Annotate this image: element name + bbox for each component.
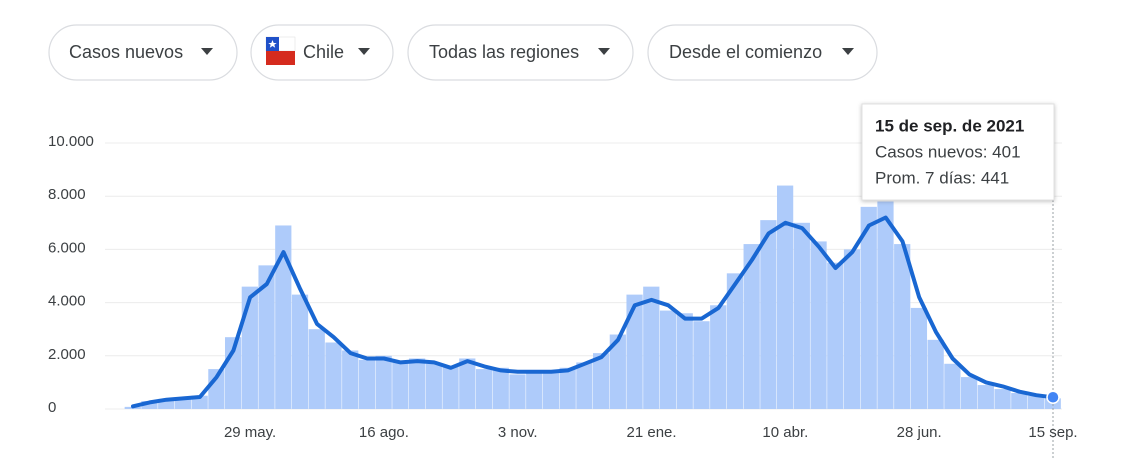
controls: Casos nuevos Chile Todas las regiones De… bbox=[48, 24, 878, 81]
bar bbox=[559, 367, 576, 409]
bar bbox=[1011, 393, 1028, 409]
bar bbox=[593, 353, 610, 409]
bar bbox=[843, 249, 861, 409]
bar bbox=[760, 220, 777, 409]
tooltip-box bbox=[861, 103, 1055, 201]
bar bbox=[643, 286, 660, 409]
tooltip-row: Casos nuevos: 401 bbox=[875, 142, 1021, 161]
bar bbox=[409, 358, 426, 409]
bar bbox=[860, 206, 877, 409]
bar bbox=[910, 307, 928, 409]
flag bbox=[265, 36, 296, 65]
bar bbox=[676, 313, 693, 409]
x-tick-label: 21 ene. bbox=[627, 424, 677, 441]
bar bbox=[459, 358, 476, 409]
bar bbox=[1027, 395, 1045, 409]
bar bbox=[793, 222, 810, 409]
bar bbox=[994, 389, 1011, 409]
bar bbox=[944, 363, 961, 409]
bar bbox=[542, 373, 560, 409]
tooltip-title: 15 de sep. de 2021 bbox=[875, 116, 1024, 135]
bar bbox=[258, 265, 275, 409]
bar bbox=[442, 366, 459, 409]
bar bbox=[576, 362, 593, 409]
bar bbox=[659, 310, 677, 409]
bar bbox=[475, 369, 493, 409]
x-tick-label: 28 jun. bbox=[897, 424, 942, 441]
y-tick-label: 10.000 bbox=[48, 133, 94, 150]
y-tick-label: 6.000 bbox=[48, 239, 86, 256]
tooltip: 15 de sep. de 2021 Casos nuevos: 401 Pro… bbox=[861, 103, 1055, 201]
y-tick-label: 0 bbox=[48, 399, 56, 416]
tooltip-row: Prom. 7 días: 441 bbox=[875, 168, 1009, 187]
bar bbox=[275, 225, 292, 409]
bar bbox=[241, 286, 258, 409]
bar bbox=[609, 334, 626, 409]
line bbox=[131, 215, 1055, 409]
bar bbox=[877, 201, 894, 409]
y-tick-label: 4.000 bbox=[48, 293, 86, 310]
bar bbox=[291, 294, 309, 409]
bar bbox=[308, 329, 325, 409]
dropdown-label: Todas las regiones bbox=[429, 42, 579, 62]
x-axis: 29 may. 16 ago. 3 nov. 21 ene. 10 abr. 28 jun… bbox=[224, 424, 1078, 441]
bar bbox=[509, 374, 526, 409]
bar bbox=[208, 369, 225, 409]
bar bbox=[392, 361, 409, 409]
x-tick-label: 10 abr. bbox=[762, 424, 808, 441]
bar bbox=[325, 342, 342, 409]
bar bbox=[358, 359, 376, 409]
dropdown[interactable] bbox=[407, 24, 634, 81]
bars bbox=[124, 185, 1061, 409]
bar bbox=[726, 273, 744, 409]
x-tick-label: 16 ago. bbox=[359, 424, 409, 441]
x-tick-label: 3 nov. bbox=[498, 424, 538, 441]
bar bbox=[977, 385, 994, 409]
bar bbox=[710, 305, 727, 409]
bar bbox=[526, 370, 543, 409]
dropdown-label: Casos nuevos bbox=[69, 42, 183, 62]
bar bbox=[141, 401, 158, 409]
dropdown[interactable] bbox=[48, 24, 238, 81]
bar bbox=[158, 398, 175, 409]
bar bbox=[927, 339, 944, 409]
dropdown-label: Desde el comienzo bbox=[669, 42, 822, 62]
bar bbox=[777, 185, 794, 409]
x-tick-label: 29 may. bbox=[224, 424, 276, 441]
bar bbox=[375, 355, 392, 409]
dropdown[interactable] bbox=[647, 24, 878, 81]
bar bbox=[894, 244, 911, 409]
bar bbox=[342, 350, 359, 409]
bar bbox=[961, 377, 978, 409]
caret bbox=[358, 48, 370, 55]
lines bbox=[131, 200, 1060, 460]
caret bbox=[842, 48, 854, 55]
bar bbox=[693, 321, 710, 409]
x-tick-label: 15 sep. bbox=[1028, 424, 1077, 441]
bar bbox=[626, 294, 643, 409]
bar bbox=[827, 262, 844, 409]
y-tick-label: 2.000 bbox=[48, 346, 86, 363]
caret bbox=[201, 48, 213, 55]
bar bbox=[743, 244, 760, 409]
bar bbox=[425, 363, 442, 409]
bar bbox=[810, 241, 827, 409]
bar bbox=[174, 397, 192, 409]
bar bbox=[492, 367, 509, 409]
hover-point bbox=[1046, 390, 1060, 405]
caret bbox=[598, 48, 610, 55]
dropdown-label: Chile bbox=[303, 42, 344, 62]
y-tick-label: 8.000 bbox=[48, 186, 86, 203]
